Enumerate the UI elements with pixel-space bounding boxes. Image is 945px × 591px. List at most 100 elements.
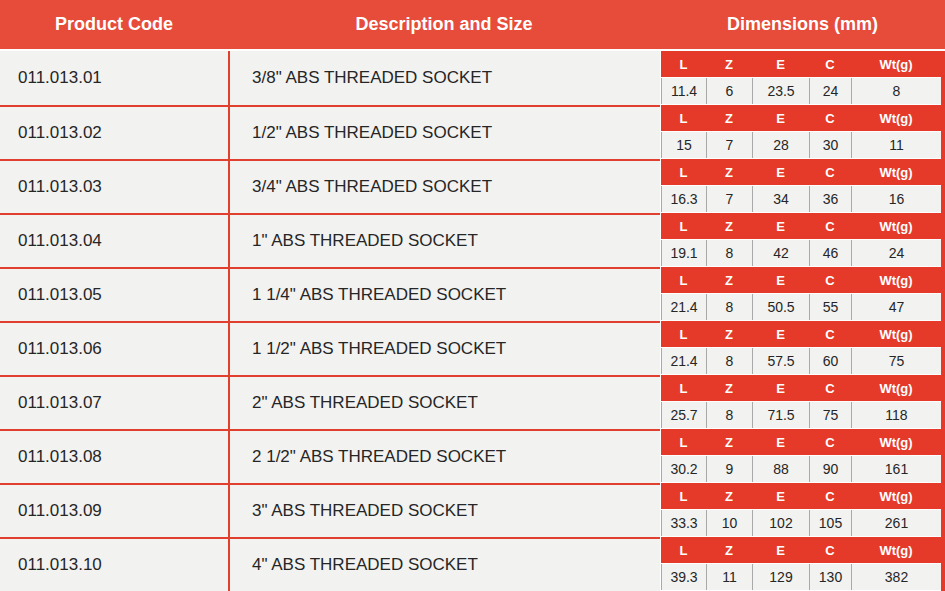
description-cell: 2" ABS THREADED SOCKET <box>228 375 660 429</box>
dim-header-row: LZECWt(g) <box>661 483 941 510</box>
dim-value-wt: 75 <box>851 348 941 374</box>
dim-header-row: LZECWt(g) <box>661 105 941 132</box>
dim-value-wt: 382 <box>851 564 941 590</box>
dim-header-c: C <box>809 213 851 239</box>
dim-header-wt: Wt(g) <box>851 429 941 455</box>
header-product-code: Product Code <box>0 14 228 35</box>
dim-value-wt: 8 <box>851 78 941 104</box>
dimensions-subtable: LZECWt(g)33.310102105261 <box>660 483 945 537</box>
dim-header-row: LZECWt(g) <box>661 429 941 456</box>
table-row: 011.013.061 1/2" ABS THREADED SOCKETLZEC… <box>0 321 945 375</box>
description-cell: 1 1/4" ABS THREADED SOCKET <box>228 267 660 321</box>
dim-value-l: 25.7 <box>661 402 706 428</box>
dim-header-e: E <box>752 429 809 455</box>
dim-values-row: 157283011 <box>661 132 941 159</box>
dim-value-e: 34 <box>752 186 809 212</box>
dim-header-wt: Wt(g) <box>851 159 941 185</box>
dimensions-subtable: LZECWt(g)39.311129130382 <box>660 537 945 591</box>
dim-header-row: LZECWt(g) <box>661 321 941 348</box>
dimensions-subtable: LZECWt(g)157283011 <box>660 105 945 159</box>
dim-header-z: Z <box>706 375 752 401</box>
table-row: 011.013.033/4" ABS THREADED SOCKETLZECWt… <box>0 159 945 213</box>
dim-value-l: 30.2 <box>661 456 706 482</box>
dim-values-row: 21.4857.56075 <box>661 348 941 375</box>
dim-value-wt: 11 <box>851 132 941 158</box>
dim-value-e: 88 <box>752 456 809 482</box>
dim-value-e: 57.5 <box>752 348 809 374</box>
dim-header-row: LZECWt(g) <box>661 267 941 294</box>
dim-value-z: 8 <box>706 294 752 320</box>
product-code-cell: 011.013.10 <box>0 537 228 591</box>
dim-header-wt: Wt(g) <box>851 51 941 77</box>
dim-value-e: 102 <box>752 510 809 536</box>
dim-values-row: 11.4623.5248 <box>661 78 941 105</box>
dim-value-l: 21.4 <box>661 294 706 320</box>
dim-header-c: C <box>809 429 851 455</box>
dim-value-wt: 16 <box>851 186 941 212</box>
dim-header-l: L <box>661 537 706 563</box>
table-row: 011.013.021/2" ABS THREADED SOCKETLZECWt… <box>0 105 945 159</box>
table-row: 011.013.051 1/4" ABS THREADED SOCKETLZEC… <box>0 267 945 321</box>
dimensions-subtable: LZECWt(g)19.18424624 <box>660 213 945 267</box>
dim-values-row: 19.18424624 <box>661 240 941 267</box>
dim-value-wt: 161 <box>851 456 941 482</box>
dim-header-l: L <box>661 321 706 347</box>
product-spec-table: Product Code Description and Size Dimens… <box>0 0 945 591</box>
dim-value-c: 75 <box>809 402 851 428</box>
table-header-row: Product Code Description and Size Dimens… <box>0 0 945 51</box>
dim-value-c: 24 <box>809 78 851 104</box>
dim-header-l: L <box>661 105 706 131</box>
dim-value-e: 129 <box>752 564 809 590</box>
dim-value-l: 33.3 <box>661 510 706 536</box>
dim-header-row: LZECWt(g) <box>661 537 941 564</box>
dim-value-z: 9 <box>706 456 752 482</box>
dim-value-e: 42 <box>752 240 809 266</box>
dim-header-wt: Wt(g) <box>851 321 941 347</box>
dim-value-l: 39.3 <box>661 564 706 590</box>
product-code-cell: 011.013.06 <box>0 321 228 375</box>
dim-header-wt: Wt(g) <box>851 105 941 131</box>
dim-value-c: 90 <box>809 456 851 482</box>
dim-header-l: L <box>661 267 706 293</box>
dim-header-c: C <box>809 483 851 509</box>
product-code-cell: 011.013.05 <box>0 267 228 321</box>
description-cell: 3/8" ABS THREADED SOCKET <box>228 51 660 105</box>
dim-value-wt: 47 <box>851 294 941 320</box>
dim-header-wt: Wt(g) <box>851 267 941 293</box>
table-row: 011.013.093" ABS THREADED SOCKETLZECWt(g… <box>0 483 945 537</box>
dim-header-c: C <box>809 537 851 563</box>
dim-value-l: 11.4 <box>661 78 706 104</box>
dim-header-e: E <box>752 537 809 563</box>
dim-value-wt: 118 <box>851 402 941 428</box>
dim-value-c: 36 <box>809 186 851 212</box>
dimensions-subtable: LZECWt(g)30.298890161 <box>660 429 945 483</box>
dim-header-l: L <box>661 159 706 185</box>
dim-header-c: C <box>809 375 851 401</box>
dim-header-c: C <box>809 105 851 131</box>
description-cell: 1/2" ABS THREADED SOCKET <box>228 105 660 159</box>
dim-header-l: L <box>661 429 706 455</box>
dim-value-z: 7 <box>706 186 752 212</box>
dim-value-c: 105 <box>809 510 851 536</box>
dim-value-l: 16.3 <box>661 186 706 212</box>
table-row: 011.013.013/8" ABS THREADED SOCKETLZECWt… <box>0 51 945 105</box>
dim-value-c: 60 <box>809 348 851 374</box>
product-code-cell: 011.013.09 <box>0 483 228 537</box>
table-row: 011.013.072" ABS THREADED SOCKETLZECWt(g… <box>0 375 945 429</box>
table-body: 011.013.013/8" ABS THREADED SOCKETLZECWt… <box>0 51 945 591</box>
dim-value-e: 71.5 <box>752 402 809 428</box>
dim-header-e: E <box>752 105 809 131</box>
dim-value-e: 28 <box>752 132 809 158</box>
table-row: 011.013.082 1/2" ABS THREADED SOCKETLZEC… <box>0 429 945 483</box>
dimensions-subtable: LZECWt(g)11.4623.5248 <box>660 51 945 105</box>
dim-value-wt: 24 <box>851 240 941 266</box>
dim-value-c: 55 <box>809 294 851 320</box>
product-code-cell: 011.013.01 <box>0 51 228 105</box>
dim-header-l: L <box>661 483 706 509</box>
dim-header-wt: Wt(g) <box>851 537 941 563</box>
table-row: 011.013.041" ABS THREADED SOCKETLZECWt(g… <box>0 213 945 267</box>
dim-value-z: 7 <box>706 132 752 158</box>
dim-header-l: L <box>661 375 706 401</box>
dim-value-e: 50.5 <box>752 294 809 320</box>
dim-values-row: 30.298890161 <box>661 456 941 483</box>
